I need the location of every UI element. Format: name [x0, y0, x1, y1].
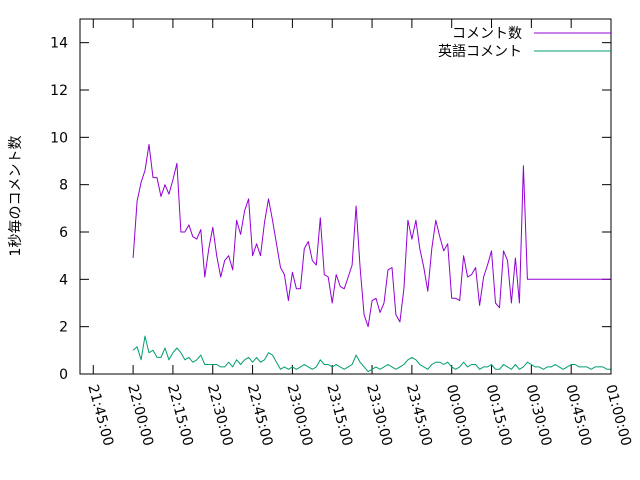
series-line-2 — [132, 335, 611, 373]
plot-frame — [79, 18, 612, 375]
y-tick-label: 6 — [59, 225, 68, 241]
y-tick-label: 14 — [50, 36, 68, 52]
y-tick-label: 0 — [59, 367, 68, 383]
legend-label-1: コメント数 — [452, 26, 522, 42]
plot-series — [132, 143, 611, 373]
y-tick-label: 4 — [59, 272, 68, 288]
y-tick-label: 2 — [59, 320, 68, 336]
y-axis-title: 1秒毎のコメント数 — [8, 136, 24, 257]
y-tick-label: 8 — [59, 178, 68, 194]
series-line-1 — [132, 143, 611, 328]
legend-label-2: 英語コメント — [438, 43, 522, 60]
y-tick-label: 10 — [50, 130, 68, 146]
y-axis: 0 2 4 6 8 10 12 14 — [50, 36, 611, 383]
y-tick-label: 12 — [50, 83, 68, 99]
